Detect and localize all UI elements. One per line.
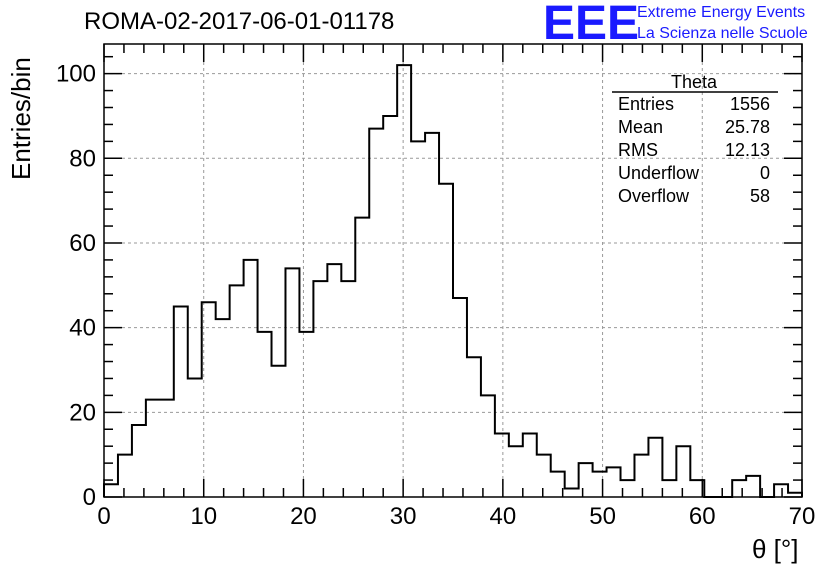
histogram-bin-48 [774, 484, 788, 497]
histogram-bin-5 [174, 306, 188, 497]
histogram-bin-36 [607, 467, 621, 497]
x-tick-label: 10 [190, 503, 217, 530]
histogram-bin-14 [299, 332, 313, 497]
histogram-bin-15 [313, 281, 327, 497]
histogram-bin-35 [593, 472, 607, 497]
x-axis-label: θ [°] [752, 534, 799, 564]
x-tick-label: 70 [789, 503, 816, 530]
histogram-bin-12 [272, 366, 286, 497]
histogram-bin-41 [676, 446, 690, 497]
x-tick-label: 0 [97, 503, 110, 530]
histogram-bin-6 [188, 378, 202, 497]
stats-value-mean: 25.78 [725, 117, 770, 137]
logo-line-1: Extreme Energy Events [637, 4, 806, 21]
histogram-bin-29 [509, 446, 523, 497]
histogram-bin-16 [327, 264, 341, 497]
histogram-bin-38 [634, 455, 648, 497]
histogram-bin-22 [411, 141, 425, 497]
y-tick-label: 40 [69, 315, 96, 342]
histogram-bin-27 [481, 395, 495, 497]
stats-value-underflow: 0 [760, 163, 770, 183]
x-tick-label: 20 [290, 503, 317, 530]
stats-header: Theta [671, 72, 718, 92]
stats-label-mean: Mean [618, 117, 663, 137]
histogram-bin-46 [746, 476, 760, 497]
x-tick-label: 60 [689, 503, 716, 530]
logo-line-2: La Scienza nelle Scuole [637, 25, 808, 42]
histogram-bin-28 [495, 433, 509, 497]
plot-frame [103, 43, 803, 498]
histogram-bin-18 [355, 218, 369, 497]
histogram-bin-34 [579, 463, 593, 497]
histogram-bin-21 [397, 65, 411, 497]
x-tick-label: 50 [589, 503, 616, 530]
stats-value-rms: 12.13 [725, 140, 770, 160]
histogram-bin-20 [383, 116, 397, 497]
histogram-bin-26 [467, 357, 481, 497]
eee-logo: EEE [543, 0, 640, 50]
histogram-bin-3 [146, 400, 160, 497]
y-tick-label: 100 [56, 61, 96, 88]
histogram-bin-8 [216, 319, 230, 497]
y-tick-label: 60 [69, 230, 96, 257]
histogram-bin-30 [523, 433, 537, 497]
histogram-bin-23 [425, 133, 439, 497]
y-tick-label: 20 [69, 399, 96, 426]
histogram-bin-33 [565, 489, 579, 497]
x-tick-label: 30 [390, 503, 417, 530]
y-tick-label: 0 [83, 484, 96, 511]
histogram-bin-19 [369, 129, 383, 497]
x-tick-label: 40 [490, 503, 517, 530]
histogram-bin-4 [160, 400, 174, 497]
histogram-bin-9 [230, 285, 244, 497]
histogram-bin-39 [648, 438, 662, 497]
histogram-bin-24 [439, 184, 453, 497]
stats-label-underflow: Underflow [618, 163, 700, 183]
stats-label-entries: Entries [618, 94, 674, 114]
histogram-bin-0 [104, 484, 118, 497]
y-tick-label: 80 [69, 145, 96, 172]
histogram-bin-13 [285, 268, 299, 497]
histogram-bin-11 [258, 332, 272, 497]
axis-ticks [103, 44, 803, 498]
logo-subtitle: Extreme Energy Events La Scienza nelle S… [637, 2, 808, 44]
histogram-bin-10 [244, 260, 258, 497]
histogram-outline [103, 64, 803, 498]
chart-title: ROMA-02-2017-06-01-01178 [84, 8, 395, 35]
histogram-bin-1 [118, 455, 132, 497]
stats-value-overflow: 58 [750, 186, 770, 206]
stats-label-rms: RMS [618, 140, 658, 160]
stats-label-overflow: Overflow [618, 186, 690, 206]
histogram-bin-17 [341, 281, 355, 497]
grid-lines [104, 44, 802, 497]
histogram-bin-45 [732, 480, 746, 497]
histogram-bin-2 [132, 425, 146, 497]
axis-tick-labels: 0 10 20 30 40 50 60 70 0 20 40 60 80 100 [56, 61, 815, 530]
histogram-bin-40 [662, 480, 676, 497]
histogram-bin-31 [537, 455, 551, 497]
stats-value-entries: 1556 [730, 94, 770, 114]
